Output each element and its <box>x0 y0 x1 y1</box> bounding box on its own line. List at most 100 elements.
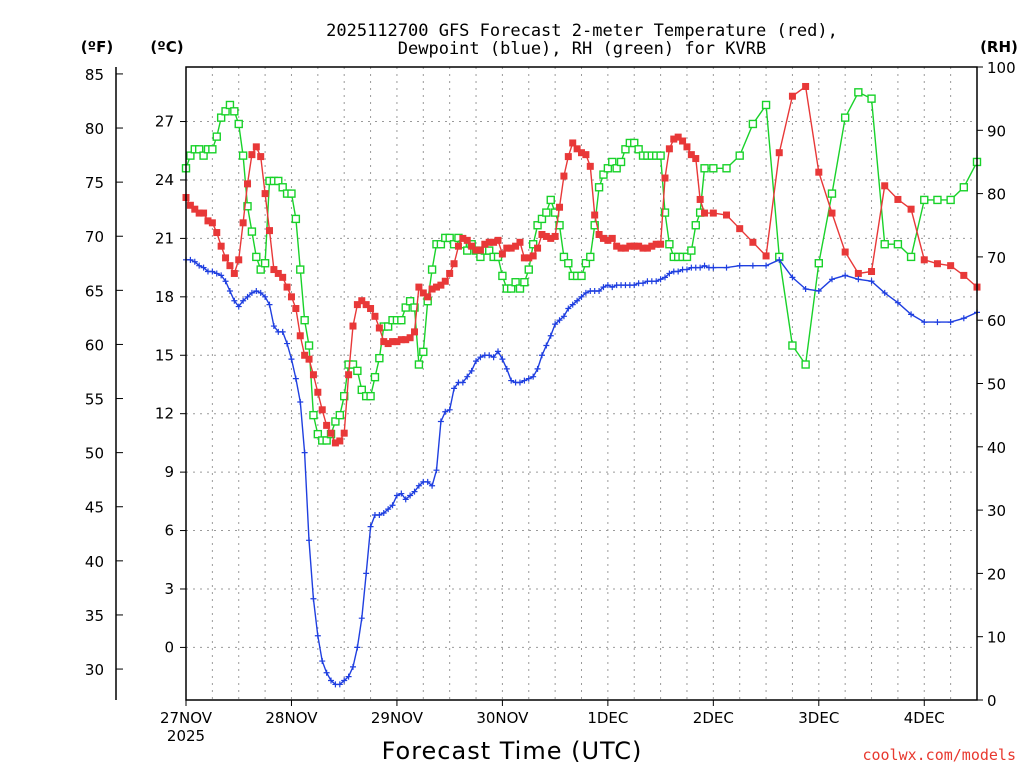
rh-point <box>331 417 340 426</box>
dewpoint-point <box>218 272 225 279</box>
dewpoint-point <box>666 270 673 277</box>
temperature-point <box>279 273 287 281</box>
temperature-point <box>556 203 564 211</box>
rh-point <box>515 284 525 293</box>
x-axis-title: Forecast Time (UTC) <box>382 737 643 765</box>
temperature-point <box>213 229 221 237</box>
dewpoint-point <box>257 289 264 296</box>
temperature-point <box>485 238 493 246</box>
dewpoint-point <box>341 677 348 684</box>
temperature-point <box>670 135 678 143</box>
chart-title-line2: Dewpoint (blue), RH (green) for KVRB <box>398 39 766 59</box>
dewpoint-point <box>868 278 875 285</box>
dewpoint-point <box>802 286 809 293</box>
rh-point <box>687 246 696 255</box>
temperature-point <box>244 180 252 188</box>
temperature-point <box>687 151 695 159</box>
rh-point <box>594 183 604 192</box>
temperature-point <box>802 82 810 90</box>
temperature-point <box>525 254 533 262</box>
dewpoint-point <box>310 595 317 602</box>
fahrenheit-unit-label: (ºF) <box>81 38 113 56</box>
dewpoint-point <box>657 276 664 283</box>
rh-point <box>357 385 366 395</box>
rh-tick-label: 0 <box>987 692 997 710</box>
dewpoint-point <box>538 352 545 359</box>
fahrenheit-tick-label: 50 <box>85 445 104 463</box>
temperature-point <box>327 429 335 437</box>
dewpoint-point <box>596 287 603 294</box>
rh-point <box>546 195 555 205</box>
rh-point <box>252 252 261 262</box>
dewpoint-point <box>398 490 405 497</box>
rh-point <box>216 113 226 122</box>
temperature-point <box>204 217 212 225</box>
fahrenheit-tick-label: 45 <box>85 499 104 517</box>
temperature-point <box>191 205 199 213</box>
fahrenheit-tick-label: 65 <box>85 282 104 300</box>
dewpoint-point <box>323 669 330 676</box>
dewpoint-point <box>789 274 796 281</box>
temperature-point <box>336 437 344 445</box>
x-tick-label: 1DEC <box>587 709 628 727</box>
dewpoint-point <box>459 379 466 386</box>
rh-tick-label: 10 <box>987 629 1006 647</box>
rh-tick-label: 50 <box>987 376 1006 394</box>
temperature-point <box>353 301 361 309</box>
fahrenheit-tick-label: 70 <box>85 228 104 246</box>
x-tick-label: 2DEC <box>693 709 734 727</box>
rh-point <box>577 271 586 281</box>
temperature-point <box>490 238 498 246</box>
dewpoint-point <box>631 282 638 289</box>
temperature-point <box>674 133 682 141</box>
rh-point <box>590 221 599 230</box>
temperature-point <box>367 305 375 313</box>
dewpoint-point <box>477 354 484 361</box>
rh-point <box>313 429 323 439</box>
temperature-point <box>868 268 876 276</box>
dewpoint-point <box>209 268 216 275</box>
temperature-point <box>595 231 603 239</box>
dewpoint-point <box>244 293 251 300</box>
dewpoint-point <box>253 287 260 294</box>
temperature-point <box>481 240 489 248</box>
rh-point <box>445 233 454 243</box>
temperature-point <box>292 305 300 313</box>
rh-point <box>335 410 345 420</box>
temperature-point <box>239 219 247 227</box>
rh-tick-label: 40 <box>987 439 1006 457</box>
temperature-point <box>947 262 955 270</box>
temperature-point <box>512 242 520 250</box>
celsius-tick-label: 27 <box>155 113 174 131</box>
temperature-point <box>446 269 454 277</box>
temperature-point <box>599 234 607 242</box>
rh-point <box>296 265 305 274</box>
rh-point <box>660 208 670 217</box>
temperature-point <box>569 139 577 147</box>
rh-point <box>542 208 551 217</box>
temperature-point <box>331 439 339 447</box>
temperature-point <box>854 269 862 277</box>
dewpoint-point <box>314 632 321 639</box>
rh-point <box>722 164 731 173</box>
temperature-point <box>736 225 744 233</box>
temperature-point <box>340 429 348 437</box>
temperature-point <box>542 232 550 240</box>
rh-point <box>867 94 876 103</box>
dewpoint-point <box>776 256 783 263</box>
temperature-point <box>468 242 476 250</box>
rh-point <box>959 183 969 192</box>
rh-point <box>555 221 564 230</box>
temperature-point <box>309 371 317 379</box>
temperature-point <box>428 285 436 293</box>
dewpoint-point <box>569 301 576 308</box>
rh-tick-label: 20 <box>987 565 1006 583</box>
dewpoint-point <box>921 319 928 326</box>
temperature-point <box>287 293 295 301</box>
temperature-point <box>960 271 968 279</box>
rh-point <box>401 303 410 312</box>
dewpoint-point <box>653 278 660 285</box>
dewpoint-point <box>349 663 356 670</box>
dewpoint-point <box>473 358 480 365</box>
